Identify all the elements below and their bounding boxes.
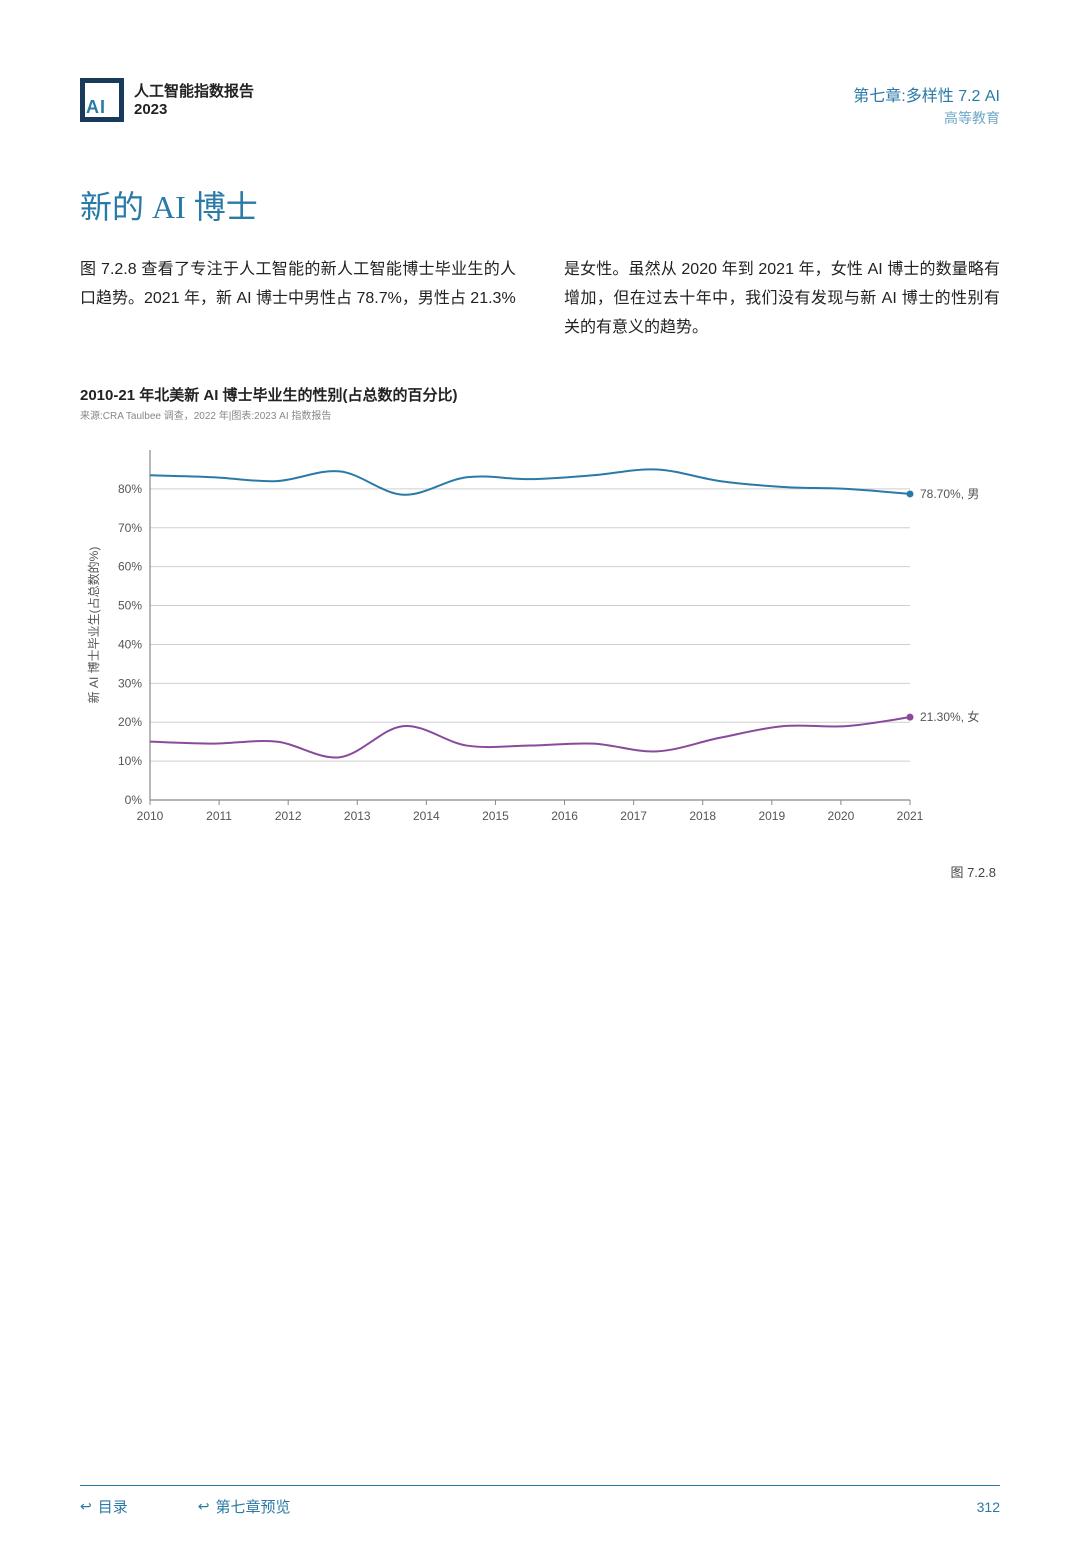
report-title: 人工智能指数报告 [134, 80, 254, 101]
chapter-title: 第七章:多样性 7.2 AI [853, 82, 1000, 106]
x-tick-label: 2021 [897, 809, 924, 823]
body-text: 图 7.2.8 查看了专注于人工智能的新人工智能博士毕业生的人口趋势。2021 … [80, 256, 1000, 342]
section-heading: 新的 AI 博士 [80, 182, 1000, 228]
y-tick-label: 80% [118, 482, 142, 496]
y-tick-label: 0% [125, 793, 143, 807]
series-end-point-男 [907, 491, 914, 498]
x-tick-label: 2010 [137, 809, 164, 823]
series-line-男 [150, 470, 910, 495]
chapter-subtitle: 高等教育 [853, 108, 1000, 128]
header-left: AI 人工智能指数报告 2023 [80, 78, 254, 122]
chart-title: 2010-21 年北美新 AI 博士毕业生的性别(占总数的百分比) [80, 384, 1000, 405]
chapter-preview-link[interactable]: ↩ 第七章预览 [198, 1496, 291, 1517]
page-root: AI 人工智能指数报告 2023 第七章:多样性 7.2 AI 高等教育 新的 … [0, 0, 1080, 1567]
chapter-preview-label: 第七章预览 [215, 1496, 290, 1517]
x-tick-label: 2015 [482, 809, 509, 823]
y-tick-label: 60% [118, 560, 142, 574]
report-title-block: 人工智能指数报告 2023 [134, 80, 254, 118]
ai-logo: AI [80, 78, 124, 122]
x-tick-label: 2014 [413, 809, 440, 823]
return-arrow-icon: ↩ [198, 1498, 210, 1515]
x-tick-label: 2017 [620, 809, 647, 823]
x-tick-label: 2019 [758, 809, 785, 823]
chart-canvas: 0% 10% 20% 30% 40% 50% 60% 70% 80% 2010 2011 2012 20… [80, 430, 1000, 850]
y-tick-label: 20% [118, 716, 142, 730]
line-chart-svg: 0% 10% 20% 30% 40% 50% 60% 70% 80% 2010 2011 2012 20… [80, 430, 1000, 850]
page-number: 312 [977, 1499, 1000, 1515]
footer-bar: ↩ 目录 ↩ 第七章预览 312 [80, 1485, 1000, 1517]
body-col-2: 是女性。虽然从 2020 年到 2021 年，女性 AI 博士的数量略有增加，但… [564, 256, 1000, 342]
y-axis-title: 新 AI 博士毕业生(占总数的%) [86, 547, 101, 704]
y-tick-label: 50% [118, 599, 142, 613]
x-tick-label: 2012 [275, 809, 302, 823]
y-tick-label: 10% [118, 755, 142, 769]
y-tick-label: 40% [118, 638, 142, 652]
toc-label: 目录 [98, 1496, 128, 1517]
chart-source: 来源:CRA Taulbee 调查，2022 年|图表:2023 AI 指数报告 [80, 407, 1000, 422]
header-bar: AI 人工智能指数报告 2023 第七章:多样性 7.2 AI 高等教育 [80, 78, 1000, 128]
x-tick-label: 2020 [828, 809, 855, 823]
x-tick-label: 2013 [344, 809, 371, 823]
body-col-1: 图 7.2.8 查看了专注于人工智能的新人工智能博士毕业生的人口趋势。2021 … [80, 256, 516, 342]
header-right: 第七章:多样性 7.2 AI 高等教育 [853, 82, 1000, 128]
chart-block: 2010-21 年北美新 AI 博士毕业生的性别(占总数的百分比) 来源:CRA… [80, 384, 1000, 881]
series-end-point-女 [907, 714, 914, 721]
x-tick-label: 2018 [689, 809, 716, 823]
toc-link[interactable]: ↩ 目录 [80, 1496, 128, 1517]
y-tick-label: 30% [118, 677, 142, 691]
x-tick-label: 2011 [206, 809, 232, 823]
y-tick-label: 70% [118, 521, 142, 535]
series-end-label-女: 21.30%, 女 [920, 710, 979, 725]
report-year: 2023 [134, 101, 254, 118]
series-end-label-男: 78.70%, 男 [920, 487, 979, 501]
return-arrow-icon: ↩ [80, 1498, 92, 1515]
chart-figure-label: 图 7.2.8 [80, 862, 1000, 881]
series-line-女 [150, 718, 910, 758]
ai-logo-text: AI [86, 97, 106, 118]
x-tick-label: 2016 [551, 809, 578, 823]
